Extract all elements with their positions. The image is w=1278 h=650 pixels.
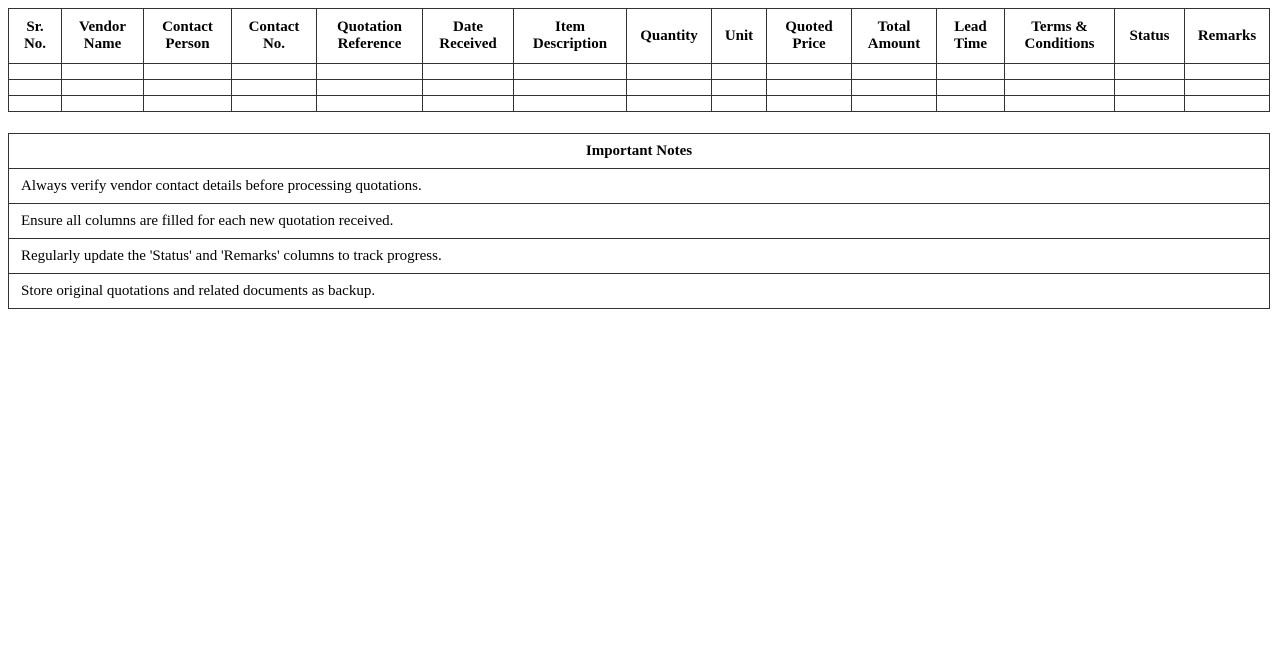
note-row: Regularly update the 'Status' and 'Remar… (8, 238, 1270, 274)
quotation-empty-row (8, 63, 1270, 80)
column-header-terms-conditions: Terms & Conditions (1004, 8, 1115, 64)
empty-cell-contact-no (231, 95, 317, 112)
quotation-table-body (8, 63, 1270, 112)
empty-cell-status (1114, 79, 1185, 96)
notes-table-body: Always verify vendor contact details bef… (8, 168, 1270, 309)
column-header-date-received: Date Received (422, 8, 514, 64)
note-text: Ensure all columns are filled for each n… (8, 203, 1270, 239)
note-text: Always verify vendor contact details bef… (8, 168, 1270, 204)
column-header-lead-time: Lead Time (936, 8, 1005, 64)
empty-cell-quantity (626, 63, 712, 80)
empty-cell-vendor-name (61, 79, 144, 96)
empty-cell-sr-no (8, 63, 62, 80)
empty-cell-vendor-name (61, 63, 144, 80)
column-header-vendor-name: Vendor Name (61, 8, 144, 64)
quotation-empty-row (8, 79, 1270, 96)
empty-cell-quotation-reference (316, 63, 423, 80)
empty-cell-quantity (626, 95, 712, 112)
column-header-status: Status (1114, 8, 1185, 64)
empty-cell-date-received (422, 63, 514, 80)
note-text: Store original quotations and related do… (8, 273, 1270, 309)
empty-cell-status (1114, 63, 1185, 80)
column-header-contact-no: Contact No. (231, 8, 317, 64)
empty-cell-lead-time (936, 95, 1005, 112)
column-header-quantity: Quantity (626, 8, 712, 64)
empty-cell-unit (711, 63, 767, 80)
empty-cell-item-description (513, 95, 627, 112)
empty-cell-terms-conditions (1004, 79, 1115, 96)
empty-cell-date-received (422, 95, 514, 112)
note-text: Regularly update the 'Status' and 'Remar… (8, 238, 1270, 274)
empty-cell-unit (711, 79, 767, 96)
empty-cell-sr-no (8, 79, 62, 96)
empty-cell-date-received (422, 79, 514, 96)
column-header-sr-no: Sr. No. (8, 8, 62, 64)
quotation-empty-row (8, 95, 1270, 112)
empty-cell-total-amount (851, 95, 937, 112)
empty-cell-total-amount (851, 79, 937, 96)
column-header-quotation-reference: Quotation Reference (316, 8, 423, 64)
empty-cell-sr-no (8, 95, 62, 112)
quotation-header-row: Sr. No. Vendor Name Contact Person Contact No. Q… (8, 8, 1270, 64)
empty-cell-quoted-price (766, 63, 852, 80)
empty-cell-lead-time (936, 79, 1005, 96)
column-header-remarks: Remarks (1184, 8, 1270, 64)
note-row: Always verify vendor contact details bef… (8, 168, 1270, 204)
empty-cell-total-amount (851, 63, 937, 80)
empty-cell-remarks (1184, 95, 1270, 112)
notes-header-row: Important Notes (8, 133, 1270, 169)
column-header-contact-person: Contact Person (143, 8, 232, 64)
empty-cell-contact-person (143, 63, 232, 80)
empty-cell-contact-person (143, 79, 232, 96)
notes-title: Important Notes (8, 133, 1270, 169)
empty-cell-item-description (513, 79, 627, 96)
important-notes-table: Important Notes Always verify vendor con… (8, 133, 1270, 309)
column-header-total-amount: Total Amount (851, 8, 937, 64)
empty-cell-unit (711, 95, 767, 112)
empty-cell-quoted-price (766, 95, 852, 112)
empty-cell-remarks (1184, 79, 1270, 96)
empty-cell-contact-no (231, 63, 317, 80)
empty-cell-lead-time (936, 63, 1005, 80)
quotation-table: Sr. No. Vendor Name Contact Person Contact No. Q… (8, 8, 1270, 112)
empty-cell-contact-no (231, 79, 317, 96)
empty-cell-terms-conditions (1004, 63, 1115, 80)
empty-cell-status (1114, 95, 1185, 112)
empty-cell-item-description (513, 63, 627, 80)
empty-cell-vendor-name (61, 95, 144, 112)
empty-cell-quotation-reference (316, 95, 423, 112)
column-header-item-description: Item Description (513, 8, 627, 64)
note-row: Ensure all columns are filled for each n… (8, 203, 1270, 239)
column-header-unit: Unit (711, 8, 767, 64)
empty-cell-terms-conditions (1004, 95, 1115, 112)
note-row: Store original quotations and related do… (8, 273, 1270, 309)
column-header-quoted-price: Quoted Price (766, 8, 852, 64)
empty-cell-quantity (626, 79, 712, 96)
empty-cell-remarks (1184, 63, 1270, 80)
empty-cell-contact-person (143, 95, 232, 112)
empty-cell-quotation-reference (316, 79, 423, 96)
empty-cell-quoted-price (766, 79, 852, 96)
